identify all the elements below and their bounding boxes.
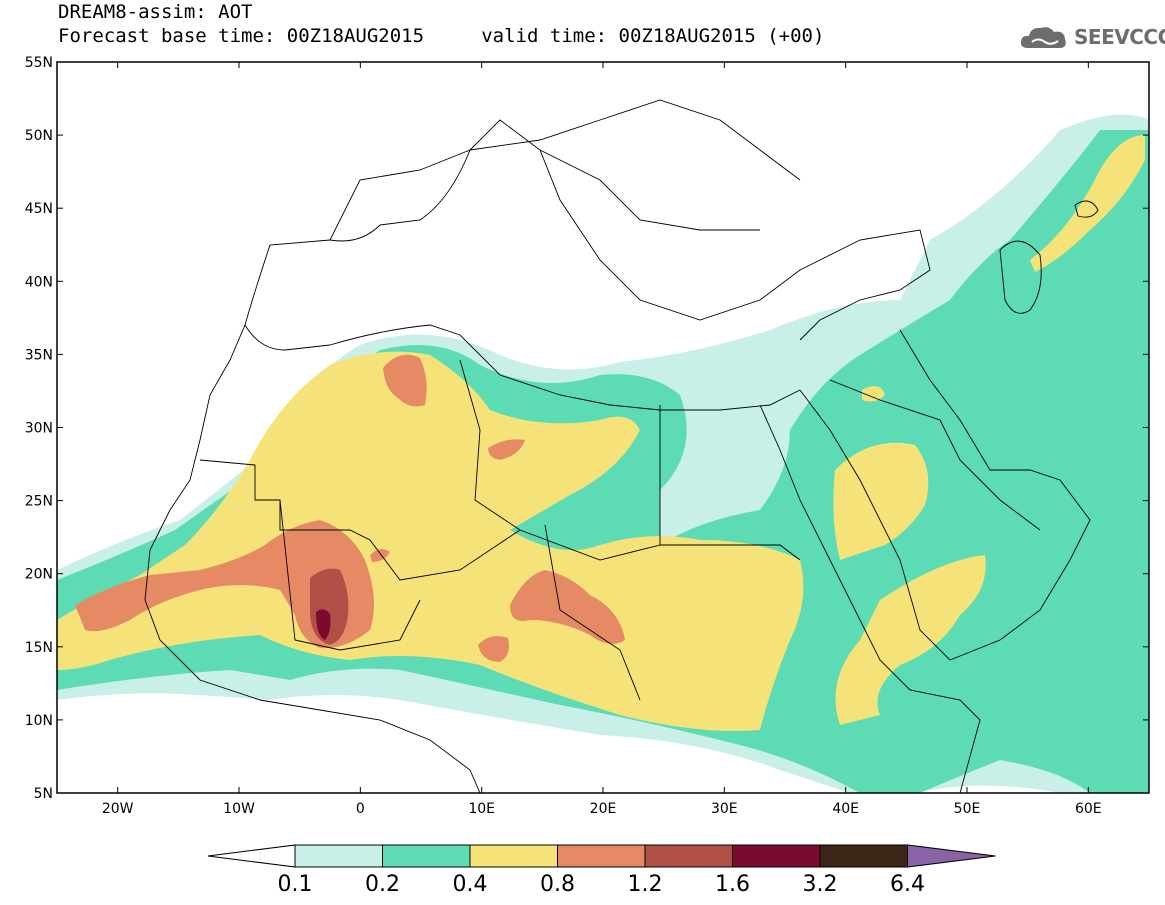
border-mali-niger xyxy=(279,499,421,651)
seevccc-logo: SEEVCCC xyxy=(1018,22,1165,52)
coastline-africa-north xyxy=(244,324,801,411)
forecast-time-line: Forecast base time: 00Z18AUG2015 valid t… xyxy=(58,25,825,47)
lat-tick-label: 50N xyxy=(25,128,53,144)
lon-tick-label: 20W xyxy=(102,801,134,817)
lat-tick-label: 30N xyxy=(25,421,53,437)
colorbar-under-triangle xyxy=(207,844,296,868)
lat-tick-label: 40N xyxy=(25,274,53,290)
lat-tick-label: 10N xyxy=(25,713,53,729)
lon-tick-label: 10E xyxy=(468,801,495,817)
border-middle-east xyxy=(829,379,1041,531)
colorbar-swatch xyxy=(557,844,646,868)
colorbar-label: 0.1 xyxy=(278,872,313,897)
coastline-caspian xyxy=(999,240,1042,314)
lon-tick-label: 60E xyxy=(1075,801,1102,817)
colorbar-swatch xyxy=(644,844,733,868)
colorbar: 0.1 0.2 0.4 0.8 1.2 1.6 3.2 6.4 xyxy=(207,844,996,897)
cloud-icon xyxy=(1020,27,1066,48)
coastline-europe xyxy=(244,119,931,341)
map-title: DREAM8-assim: AOT xyxy=(58,1,253,23)
aot-band-0.8-mali xyxy=(370,549,390,562)
aot-field xyxy=(57,114,1149,793)
colorbar-label: 6.4 xyxy=(890,872,925,897)
lat-tick-label: 55N xyxy=(25,55,53,71)
axis-ticks: 55N 50N 45N 40N 35N 30N 25N 20N 15N 10N 5N 20W 10W 0 1… xyxy=(25,55,1149,817)
coastline-africa-west xyxy=(144,324,481,793)
colorbar-swatch xyxy=(732,844,821,868)
lat-tick-label: 15N xyxy=(25,640,53,656)
colorbar-label: 0.2 xyxy=(365,872,400,897)
colorbar-label: 1.6 xyxy=(715,872,750,897)
aot-band-0.8-libya xyxy=(488,439,525,460)
border-west-sahara xyxy=(199,405,661,581)
logo-text: SEEVCCC xyxy=(1074,25,1165,49)
border-sudan-egypt xyxy=(660,544,801,561)
coastlines xyxy=(144,99,1099,793)
aot-band-0.4-caspian xyxy=(1030,135,1145,272)
colorbar-swatch xyxy=(469,844,558,868)
lat-tick-label: 25N xyxy=(25,494,53,510)
aot-band-0.8-chad xyxy=(510,570,625,644)
colorbar-label: 1.2 xyxy=(628,872,663,897)
aot-band-1.2 xyxy=(310,568,349,645)
colorbar-label: 0.4 xyxy=(453,872,488,897)
aot-band-0.4-yemen xyxy=(835,555,986,725)
colorbar-swatch xyxy=(819,844,908,868)
aot-band-0.8-niger xyxy=(478,636,509,662)
aot-band-1.6 xyxy=(316,609,331,640)
coastline-red-sea xyxy=(759,404,981,793)
aot-band-0.4-arabia xyxy=(833,442,929,560)
coastline-aral xyxy=(1074,200,1099,218)
lon-tick-label: 50E xyxy=(954,801,981,817)
border-chad-sudan xyxy=(544,524,641,701)
colorbar-label: 3.2 xyxy=(803,872,838,897)
aot-band-0.8-north xyxy=(383,354,427,407)
lon-tick-label: 10W xyxy=(223,801,255,817)
aot-band-0.8 xyxy=(75,520,374,649)
lon-tick-label: 40E xyxy=(832,801,859,817)
lon-tick-label: 0 xyxy=(356,801,365,817)
border-algeria-libya xyxy=(459,359,521,531)
lon-tick-label: 30E xyxy=(711,801,738,817)
lon-tick-label: 20E xyxy=(590,801,617,817)
border-europe xyxy=(329,99,801,241)
lat-tick-label: 5N xyxy=(34,786,53,802)
lat-tick-label: 35N xyxy=(25,347,53,363)
colorbar-swatch xyxy=(294,844,383,868)
lat-tick-label: 45N xyxy=(25,201,53,217)
colorbar-label: 0.8 xyxy=(540,872,575,897)
aot-band-0.4-arabia-north xyxy=(862,386,885,402)
colorbar-swatch xyxy=(382,844,471,868)
colorbar-over-triangle xyxy=(907,844,996,868)
coastline-arabia xyxy=(799,329,1091,661)
lat-tick-label: 20N xyxy=(25,567,53,583)
